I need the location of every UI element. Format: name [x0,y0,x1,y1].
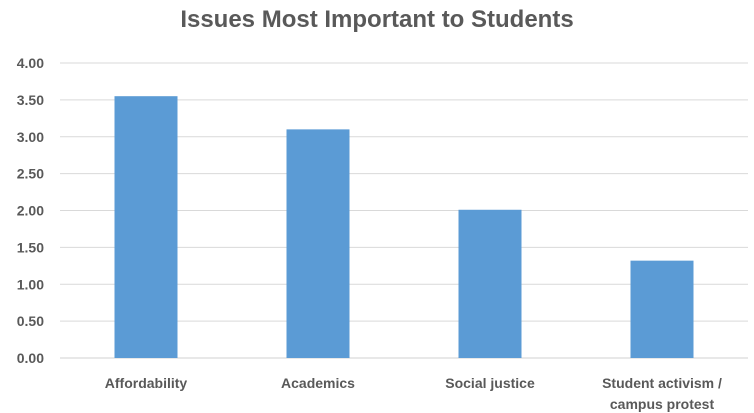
x-category-label: Affordability [105,375,188,391]
bars [114,96,694,358]
y-tick-label: 3.50 [17,92,44,108]
bar [630,260,694,358]
y-tick-label: 0.00 [17,350,44,366]
x-category-label: Academics [281,375,355,391]
y-tick-label: 4.00 [17,55,44,71]
x-category-label: Student activism / campus protest [602,375,722,412]
y-tick-label: 1.50 [17,239,44,255]
x-category-label: Social justice [445,375,535,391]
y-axis-ticks: 0.00 0.50 1.00 1.50 2.00 2.50 3.00 3.50 4.00 [17,55,44,366]
x-axis-labels: Affordability Academics Social justice Stud… [105,375,722,412]
y-tick-label: 0.50 [17,313,44,329]
bar [458,209,522,358]
y-tick-label: 2.50 [17,166,44,182]
bar [114,96,178,358]
y-tick-label: 2.00 [17,203,44,219]
bar [286,129,350,358]
y-tick-label: 3.00 [17,129,44,145]
chart-title: Issues Most Important to Students [180,6,574,33]
y-tick-label: 1.00 [17,276,44,292]
